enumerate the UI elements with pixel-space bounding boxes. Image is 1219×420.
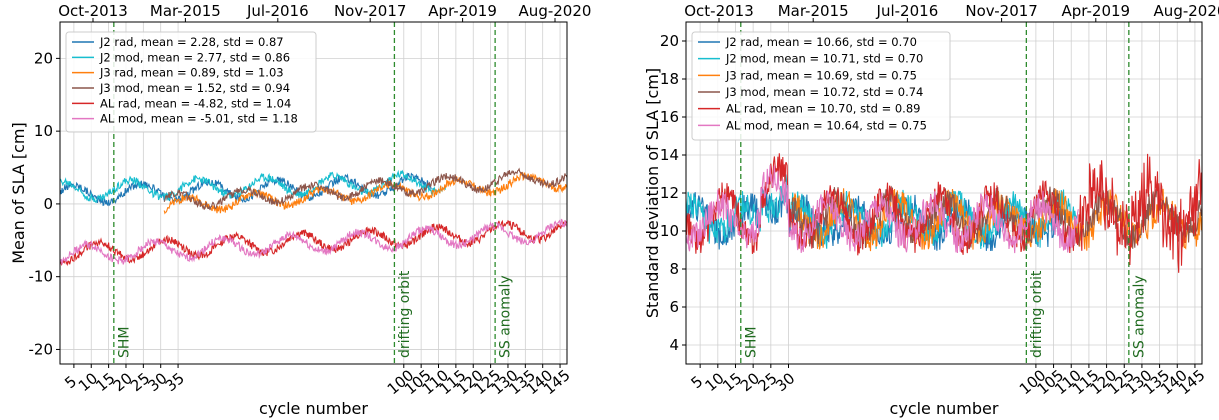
y-tick-label-0: -20 bbox=[29, 340, 54, 358]
legend-entry-2: J3 rad, mean = 10.69, std = 0.75 bbox=[725, 68, 917, 82]
top-tick-label-4: Apr-2019 bbox=[428, 2, 497, 20]
mean-sla-chart: SHM drifting orbit SS anomaly5101520253035… bbox=[9, 2, 591, 418]
legend-entry-0: J2 rad, mean = 10.66, std = 0.70 bbox=[725, 35, 917, 49]
y-tick-label-4: 12 bbox=[660, 184, 679, 202]
annotation-label-1: drifting orbit bbox=[397, 270, 413, 358]
series-line-5 bbox=[686, 165, 1079, 254]
y-tick-label-0: 4 bbox=[669, 336, 679, 354]
top-tick-label-1: Mar-2015 bbox=[150, 2, 221, 20]
legend-box bbox=[65, 31, 317, 133]
legend-entry-3: J3 mod, mean = 1.52, std = 0.94 bbox=[99, 81, 290, 95]
series-line-5 bbox=[60, 218, 567, 265]
legend-entry-0: J2 rad, mean = 2.28, std = 0.87 bbox=[99, 35, 284, 49]
series-line-4 bbox=[60, 219, 567, 267]
annotation-label-0: SHM bbox=[116, 327, 132, 359]
top-tick-label-5: Aug-2020 bbox=[1154, 2, 1219, 20]
y-tick-label-3: 10 bbox=[660, 222, 679, 240]
top-tick-label-3: Nov-2017 bbox=[334, 2, 406, 20]
y-tick-label-2: 0 bbox=[43, 195, 53, 213]
top-tick-label-5: Aug-2020 bbox=[519, 2, 592, 20]
top-tick-label-3: Nov-2017 bbox=[965, 2, 1037, 20]
legend-entry-4: AL rad, mean = 10.70, std = 0.89 bbox=[726, 102, 920, 116]
y-axis-label: Standard deviation of SLA [cm] bbox=[643, 68, 662, 318]
series-line-2 bbox=[163, 171, 567, 215]
plot-area bbox=[60, 167, 567, 267]
x-axis-label: cycle number bbox=[259, 399, 368, 418]
annotation-label-2: SS anomaly bbox=[1131, 275, 1147, 358]
y-tick-label-8: 20 bbox=[660, 32, 679, 50]
legend: J2 rad, mean = 10.66, std = 0.70 J2 mod, … bbox=[691, 31, 951, 141]
top-tick-label-0: Oct-2013 bbox=[58, 2, 128, 20]
x-axis-label: cycle number bbox=[890, 399, 999, 418]
x-tick-label-5: 30 bbox=[772, 369, 798, 395]
series-line-3 bbox=[163, 167, 567, 211]
axes-frame bbox=[59, 21, 568, 365]
annotation-label-2: SS anomaly bbox=[498, 275, 514, 358]
annotation-label-0: SHM bbox=[743, 327, 759, 359]
legend-entry-3: J3 mod, mean = 10.72, std = 0.74 bbox=[725, 85, 923, 99]
legend-entry-2: J3 rad, mean = 0.89, std = 1.03 bbox=[99, 66, 284, 80]
legend-entry-5: AL mod, mean = -5.01, std = 1.18 bbox=[100, 112, 298, 126]
y-tick-label-1: 6 bbox=[669, 298, 679, 316]
annotation-label-1: drifting orbit bbox=[1029, 270, 1045, 358]
y-tick-label-7: 18 bbox=[660, 70, 679, 88]
y-tick-label-1: -10 bbox=[29, 268, 54, 286]
top-tick-label-4: Apr-2019 bbox=[1062, 2, 1131, 20]
top-tick-label-1: Mar-2015 bbox=[778, 2, 849, 20]
y-tick-label-4: 20 bbox=[34, 49, 53, 67]
y-tick-label-2: 8 bbox=[669, 260, 679, 278]
x-tick-label-6: 35 bbox=[162, 369, 188, 395]
top-tick-label-0: Oct-2013 bbox=[684, 2, 754, 20]
legend-entry-5: AL mod, mean = 10.64, std = 0.75 bbox=[726, 118, 927, 132]
legend-box bbox=[691, 31, 951, 141]
y-tick-label-6: 16 bbox=[660, 108, 679, 126]
series-line-1 bbox=[60, 169, 447, 204]
legend-entry-1: J2 mod, mean = 10.71, std = 0.70 bbox=[725, 52, 923, 66]
top-tick-label-2: Jul-2016 bbox=[246, 2, 309, 20]
y-tick-label-3: 10 bbox=[34, 122, 53, 140]
legend-entry-1: J2 mod, mean = 2.77, std = 0.86 bbox=[99, 50, 290, 64]
series-line-1 bbox=[686, 174, 1079, 250]
plot-area bbox=[686, 153, 1202, 273]
y-axis-label: Mean of SLA [cm] bbox=[9, 122, 28, 264]
legend-entry-4: AL rad, mean = -4.82, std = 1.04 bbox=[100, 96, 291, 110]
top-tick-label-2: Jul-2016 bbox=[876, 2, 939, 20]
y-tick-label-5: 14 bbox=[660, 146, 679, 164]
